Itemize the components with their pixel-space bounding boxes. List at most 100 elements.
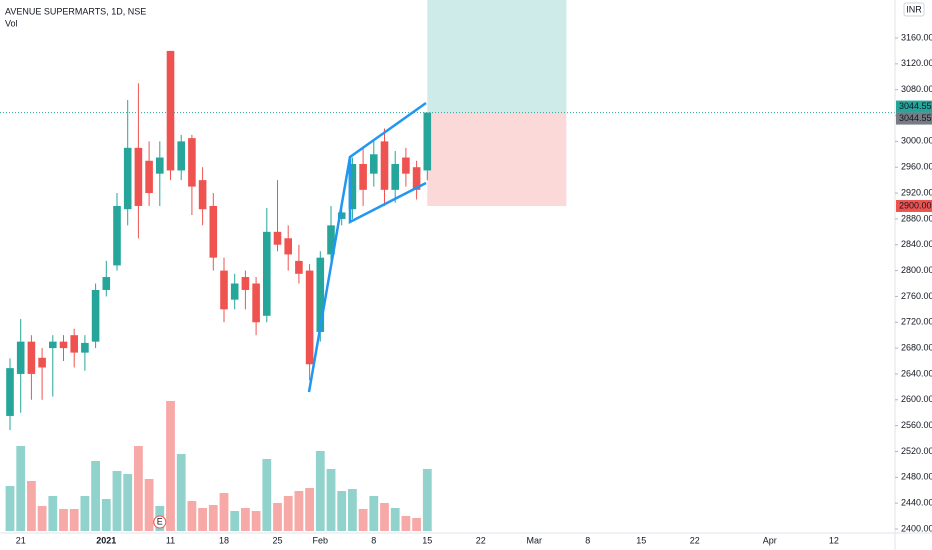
volume-bar <box>412 518 421 531</box>
candle-body <box>134 147 143 206</box>
plot-layer <box>6 50 432 431</box>
volume-bar <box>80 496 90 531</box>
candle-body <box>316 257 325 332</box>
candle-body <box>6 368 14 416</box>
candle-body <box>123 147 132 210</box>
entry-price-label-box <box>896 112 932 125</box>
candle-body <box>16 341 25 374</box>
y-tick-label: 2840.00 <box>901 239 932 249</box>
x-tick-label: 12 <box>829 535 839 545</box>
volume-bar <box>208 505 218 531</box>
y-tick-label: 3120.00 <box>901 58 932 68</box>
chart-title: AVENUE SUPERMARTS, 1D, NSE <box>5 6 146 16</box>
y-tick-label: 2600.00 <box>901 394 932 404</box>
volume-bar <box>144 479 154 531</box>
volume-bar <box>326 469 336 531</box>
volume-bar <box>187 501 197 531</box>
y-tick-label: 3080.00 <box>901 84 932 94</box>
volume-bar <box>380 503 389 531</box>
candle-body <box>220 270 228 310</box>
candle-body <box>38 357 46 368</box>
x-tick-label: 15 <box>636 535 646 545</box>
volume-bar <box>5 486 15 531</box>
volume-bar <box>134 446 143 531</box>
candle-body <box>198 180 207 210</box>
volume-bar <box>59 509 68 531</box>
y-tick-label: 2560.00 <box>901 420 932 430</box>
candle-body <box>49 341 57 349</box>
x-tick-label: 22 <box>690 535 700 545</box>
candle-body <box>209 205 218 258</box>
flag-channel <box>348 157 427 225</box>
candle-body <box>402 157 410 174</box>
candle-body <box>327 225 335 255</box>
x-tick-label: 21 <box>16 535 26 545</box>
x-tick-label: 15 <box>422 535 432 545</box>
candle-body <box>359 163 367 190</box>
last-price-label: 3044.55 <box>899 101 932 111</box>
y-tick-label: 2720.00 <box>901 317 932 327</box>
stop-price-label: 2900.00 <box>899 200 932 210</box>
candle-body <box>295 260 303 274</box>
x-tick-label: 11 <box>166 535 175 545</box>
candle-body <box>81 342 89 353</box>
y-tick-label: 2440.00 <box>901 498 932 508</box>
candle-body <box>348 163 357 210</box>
candle-body <box>423 112 432 171</box>
candle-body <box>113 205 121 266</box>
candle-body <box>263 231 271 316</box>
x-tick-label: 8 <box>371 535 376 545</box>
volume-bar <box>123 474 133 531</box>
volume-bar <box>294 491 304 531</box>
volume-bar <box>101 499 111 531</box>
position-layer <box>0 0 895 531</box>
volume-bar <box>283 496 293 531</box>
volume-bar <box>273 503 282 531</box>
candle-body <box>370 154 378 174</box>
candle-body <box>305 270 314 365</box>
candle-body <box>273 231 282 245</box>
candle-body <box>102 277 111 290</box>
x-tick-label: 25 <box>272 535 282 545</box>
volume-bar <box>315 451 325 531</box>
volume-bar <box>251 511 261 531</box>
volume-bar <box>305 488 314 531</box>
candle-body <box>284 238 292 255</box>
y-tick-label: 2880.00 <box>901 213 932 223</box>
candle-body <box>156 157 164 174</box>
volume-bar <box>230 511 240 531</box>
volume-bar <box>69 509 79 531</box>
x-tick-label: 22 <box>476 535 486 545</box>
candle-body <box>166 50 175 171</box>
earnings-marker[interactable] <box>153 515 167 529</box>
y-tick-label: 2640.00 <box>901 368 932 378</box>
volume-bar <box>337 491 347 531</box>
x-tick-label: Feb <box>313 535 329 545</box>
y-tick-label: 2920.00 <box>901 187 932 197</box>
volume-bar <box>16 446 26 531</box>
entry-price-label: 3044.55 <box>899 113 932 123</box>
volume-bar <box>401 516 411 531</box>
y-tick-label: 2680.00 <box>901 342 932 352</box>
earnings-label: E <box>157 516 163 526</box>
volume-bar <box>241 508 250 531</box>
currency-box[interactable] <box>903 2 925 17</box>
y-tick-label: 2400.00 <box>901 523 932 533</box>
candle-body <box>59 341 68 349</box>
volume-bar <box>48 496 58 531</box>
last-price-label-box <box>896 100 932 113</box>
y-tick-label: 3000.00 <box>901 136 932 146</box>
candle-body <box>145 160 153 194</box>
volume-bar <box>176 454 186 531</box>
volume-bar <box>358 509 368 531</box>
candle-body <box>230 283 239 300</box>
volume-bar <box>262 459 272 531</box>
candle-body <box>188 138 196 187</box>
candle-body <box>241 277 250 290</box>
candle-body <box>70 335 78 353</box>
y-tick-label: 3160.00 <box>901 32 932 42</box>
currency[interactable]: INR <box>906 4 922 14</box>
volume-bar <box>198 508 207 531</box>
